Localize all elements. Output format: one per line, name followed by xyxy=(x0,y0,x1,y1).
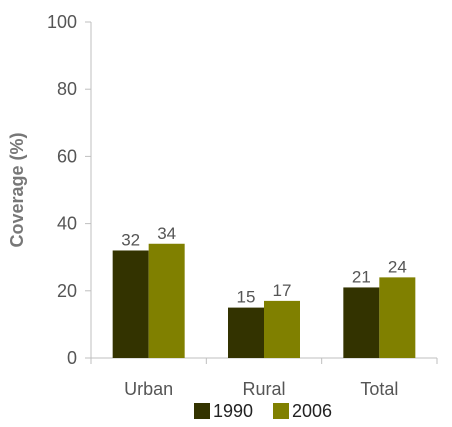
legend-swatch xyxy=(194,403,210,419)
bar-2006-urban xyxy=(148,243,185,358)
bars: 32 15 21 34 17 24 xyxy=(112,224,416,358)
bar-1990-urban xyxy=(112,250,149,358)
legend-label: 1990 xyxy=(213,401,253,421)
y-axis: 0 20 40 60 80 100 xyxy=(47,12,92,368)
data-label: 32 xyxy=(121,230,140,249)
data-label: 24 xyxy=(388,257,407,276)
legend-swatch xyxy=(273,403,289,419)
y-tick-label: 80 xyxy=(57,79,77,99)
bar-2006-rural xyxy=(264,300,300,358)
bar-1990-rural xyxy=(228,307,264,358)
y-tick-label: 20 xyxy=(57,281,77,301)
x-tick-label: Total xyxy=(360,379,398,399)
data-label: 21 xyxy=(352,267,371,286)
bar-1990-total xyxy=(343,287,380,358)
data-label: 17 xyxy=(273,281,292,300)
x-tick-label: Urban xyxy=(124,379,173,399)
legend-label: 2006 xyxy=(292,401,332,421)
x-axis: Urban Rural Total xyxy=(90,357,438,399)
y-axis-label: Coverage (%) xyxy=(7,132,27,247)
y-tick-label: 100 xyxy=(47,12,77,32)
legend: 1990 2006 xyxy=(194,401,332,421)
x-tick-label: Rural xyxy=(242,379,285,399)
y-tick-label: 0 xyxy=(67,348,77,368)
y-tick-label: 60 xyxy=(57,146,77,166)
y-tick-label: 40 xyxy=(57,214,77,234)
bar-2006-total xyxy=(379,277,416,358)
data-label: 34 xyxy=(157,224,176,243)
data-label: 15 xyxy=(237,288,256,307)
